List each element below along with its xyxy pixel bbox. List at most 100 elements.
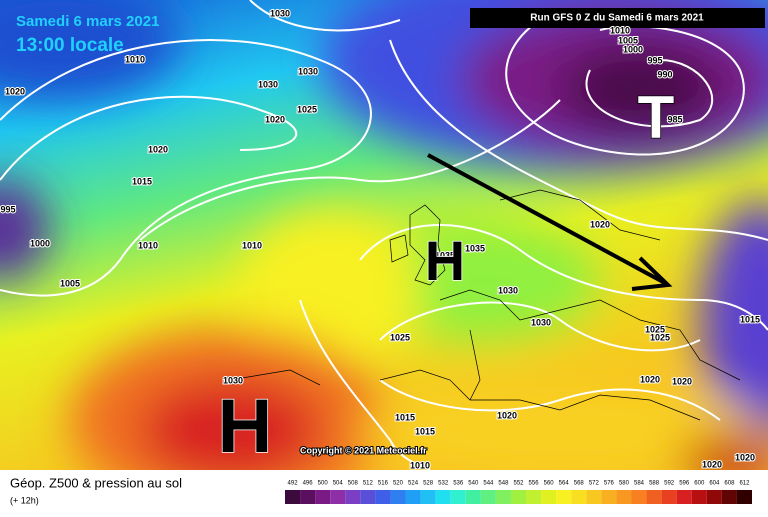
date-label: Samedi 6 mars 2021 (16, 13, 159, 30)
isobar-label: 1020 (735, 452, 755, 462)
pressure-center: T (638, 84, 675, 151)
isobar-label: 1020 (148, 144, 168, 154)
colorbar-label: 600 (694, 481, 705, 487)
colorbar-label: 588 (649, 481, 660, 487)
colorbar-swatch (706, 490, 722, 504)
colorbar-swatch (721, 490, 737, 504)
isobar-label: 1010 (610, 25, 630, 35)
colorbar-swatch (556, 490, 572, 504)
colorbar-label: 552 (513, 481, 524, 487)
colorbar-swatch (420, 490, 436, 504)
colorbar-label: 560 (544, 481, 555, 487)
isobar-label: 1030 (531, 317, 551, 327)
colorbar-swatch (360, 490, 376, 504)
colorbar-swatch (691, 490, 707, 504)
isobar-label: 1020 (640, 374, 660, 384)
colorbar-swatch (465, 490, 481, 504)
run-box (470, 8, 765, 28)
isobar-label: 1025 (390, 332, 410, 342)
colorbar-label: 512 (363, 481, 374, 487)
colorbar-label: 532 (438, 481, 449, 487)
isobar-label: 1030 (298, 66, 318, 76)
colorbar-swatch (495, 490, 511, 504)
isobar-label: 1020 (590, 219, 610, 229)
isobar-label: 1030 (223, 375, 243, 385)
colorbar-swatch (510, 490, 527, 504)
footer-lead: (+ 12h) (10, 495, 39, 505)
pressure-center: H (218, 384, 273, 469)
isobar-label: 1025 (645, 324, 665, 334)
isobar-label: 1030 (498, 285, 518, 295)
isobar-label: 1020 (702, 459, 722, 469)
colorbar-label: 544 (483, 481, 494, 487)
colorbar-label: 540 (468, 481, 479, 487)
colorbar-label: 572 (589, 481, 600, 487)
colorbar-swatch (601, 490, 617, 504)
isobar-label: 1030 (270, 8, 290, 18)
isobar-label: 1015 (132, 176, 152, 186)
trend-arrow (427, 153, 673, 291)
footer-title: Géop. Z500 & pression au sol (10, 475, 182, 490)
run-info: Run GFS 0 Z du Samedi 6 mars 2021 (530, 13, 704, 24)
colorbar-swatch (480, 490, 496, 504)
colorbar-swatch (676, 490, 692, 504)
isobar-label: 1010 (242, 240, 262, 250)
colorbar-swatch (661, 490, 677, 504)
colorbar-swatch (526, 490, 542, 504)
colorbar-label: 564 (559, 481, 570, 487)
colorbar-label: 496 (303, 481, 314, 487)
colorbar-label: 584 (634, 481, 645, 487)
isobar-label: 1010 (125, 54, 145, 64)
colorbar-label: 556 (529, 481, 540, 487)
isobar-label: 1005 (618, 35, 638, 45)
isobar-label: 985 (667, 114, 682, 124)
colorbar-swatch (435, 490, 451, 504)
colorbar-swatch (646, 490, 662, 504)
colorbar-swatch (375, 490, 391, 504)
isobar-label: 995 (0, 204, 15, 214)
time-label: 13:00 locale (16, 35, 124, 56)
colorbar-label: 568 (574, 481, 585, 487)
colorbar-label: 612 (739, 481, 750, 487)
isobar-label: 1015 (395, 412, 415, 422)
colorbar-label: 492 (288, 481, 299, 487)
isobar-label: 1035 (465, 243, 485, 253)
colorbar-label: 604 (709, 481, 720, 487)
colorbar-swatch (390, 490, 406, 504)
isobar-label: 1020 (265, 114, 285, 124)
colorbar-swatch (541, 490, 557, 504)
colorbar-swatch (586, 490, 602, 504)
isobar-label: 990 (657, 69, 672, 79)
copyright: Copyright © 2021 Meteociel.fr (300, 445, 427, 455)
isobars (0, 0, 768, 470)
isobar-label: 1005 (60, 278, 80, 288)
colorbar-swatch (616, 490, 632, 504)
colorbar-label: 528 (423, 481, 434, 487)
pressure-center: H (425, 229, 465, 292)
isobar-label: 1025 (650, 332, 670, 342)
colorbar-swatch (405, 490, 421, 504)
colorbar-label: 524 (408, 481, 419, 487)
isobar-label: 1000 (623, 44, 643, 54)
isobar-label: 1035 (435, 250, 455, 260)
colorbar-swatch (736, 490, 752, 504)
colorbar-label: 576 (604, 481, 615, 487)
colorbar-label: 548 (498, 481, 509, 487)
isobar-label: 1020 (497, 410, 517, 420)
colorbar-label: 580 (619, 481, 630, 487)
colorbar-label: 592 (664, 481, 675, 487)
coastlines (229, 189, 741, 421)
isobar-label: 1025 (297, 104, 317, 114)
colorbar-swatch (300, 490, 316, 504)
isobar-label: 1020 (5, 86, 25, 96)
colorbar-swatch (330, 490, 346, 504)
colorbar-swatch (345, 490, 361, 504)
colorbar-label: 504 (333, 481, 344, 487)
isobar-label: 1030 (258, 79, 278, 89)
colorbar-swatch (285, 490, 301, 504)
colorbar-label: 608 (724, 481, 735, 487)
colorbar-label: 500 (318, 481, 329, 487)
isobar-label: 1015 (740, 314, 760, 324)
colorbar-swatch (315, 490, 331, 504)
colorbar-swatch (571, 490, 587, 504)
